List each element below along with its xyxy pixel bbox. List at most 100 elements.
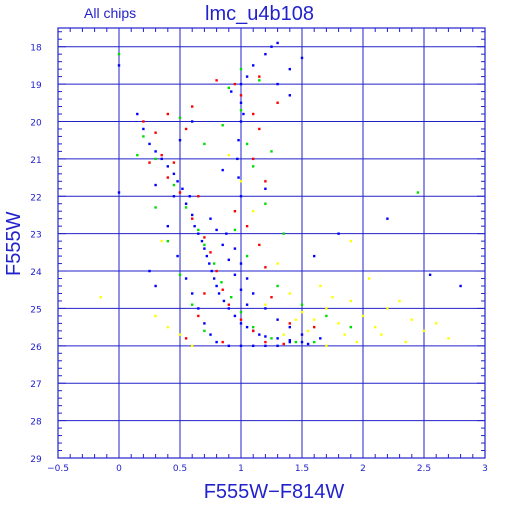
data-point [191, 217, 194, 220]
data-point [239, 67, 243, 71]
data-point [276, 82, 279, 86]
data-point [191, 213, 194, 217]
data-point [258, 79, 261, 82]
data-point [239, 322, 243, 325]
data-point [233, 273, 237, 276]
data-point [276, 337, 279, 340]
data-point [264, 266, 267, 269]
data-point [270, 296, 273, 299]
data-point [178, 191, 182, 194]
data-point [242, 112, 245, 116]
data-point [239, 310, 243, 314]
data-point [233, 210, 237, 213]
data-point [276, 318, 279, 321]
data-point [276, 101, 279, 104]
y-tick-label: 23 [30, 231, 41, 241]
data-point [221, 168, 224, 172]
data-point [374, 325, 377, 329]
data-point [99, 296, 102, 299]
data-point [117, 64, 121, 67]
data-point [258, 243, 261, 247]
data-point [380, 333, 383, 336]
data-point [188, 195, 191, 198]
x-tick-label: 2.5 [417, 464, 431, 474]
data-point [264, 335, 267, 338]
data-point [215, 228, 218, 232]
y-tick-label: 29 [30, 455, 42, 465]
data-point [252, 292, 255, 295]
data-point [209, 217, 212, 220]
data-point [154, 131, 157, 134]
data-point [264, 340, 267, 344]
data-point [200, 239, 204, 243]
data-point [239, 195, 243, 198]
data-point [264, 303, 267, 306]
data-point [191, 292, 194, 295]
data-point [313, 254, 316, 258]
data-point [386, 217, 389, 220]
data-point [197, 314, 200, 318]
y-tick-label: 27 [30, 380, 41, 390]
data-point [233, 314, 237, 318]
data-point [191, 303, 194, 306]
data-point [252, 329, 255, 333]
data-point [258, 127, 261, 131]
data-point [205, 254, 209, 258]
data-point [208, 262, 211, 265]
data-point [459, 284, 462, 288]
data-point [367, 277, 371, 280]
data-point [245, 303, 249, 306]
data-point [184, 127, 188, 131]
data-point [239, 101, 243, 104]
data-point [276, 284, 279, 288]
data-point [300, 340, 304, 344]
data-point [227, 153, 230, 157]
data-point [209, 251, 212, 254]
data-point [288, 67, 291, 71]
data-point [300, 310, 304, 314]
data-point [197, 195, 200, 198]
y-tick-label: 18 [30, 44, 42, 54]
data-point [337, 232, 340, 235]
x-axis-label: F555W−F814W [203, 481, 345, 503]
data-point [282, 232, 285, 235]
data-point [288, 292, 291, 295]
data-point [294, 340, 298, 344]
data-point [404, 340, 407, 344]
data-point [239, 94, 243, 97]
data-point [337, 322, 340, 325]
chart-title: lmc_u4b108 [205, 3, 314, 25]
data-point [117, 52, 121, 56]
data-point [361, 314, 365, 318]
data-point [178, 273, 182, 276]
data-point [193, 224, 196, 228]
data-point [252, 344, 255, 348]
data-point [237, 138, 240, 142]
data-point [184, 337, 188, 340]
data-point [331, 296, 334, 299]
data-point [288, 325, 291, 329]
data-point [288, 340, 291, 344]
data-point [245, 325, 249, 329]
data-point [245, 254, 249, 258]
data-point [264, 187, 267, 190]
x-tick-label: 0.5 [173, 464, 187, 474]
data-point [220, 281, 223, 284]
x-tick-label: −0.5 [47, 464, 69, 474]
data-point [325, 314, 328, 318]
data-point [313, 340, 316, 344]
data-point [410, 318, 413, 321]
data-point [166, 112, 169, 116]
data-point [166, 325, 169, 329]
data-point [270, 337, 273, 340]
y-tick-label: 26 [30, 343, 42, 353]
data-point [160, 239, 163, 243]
y-tick-label: 20 [30, 118, 42, 128]
data-point [239, 109, 243, 112]
data-point [221, 243, 224, 247]
data-point [239, 82, 243, 86]
data-point [264, 180, 267, 183]
data-point [398, 299, 401, 303]
data-point [166, 176, 169, 179]
